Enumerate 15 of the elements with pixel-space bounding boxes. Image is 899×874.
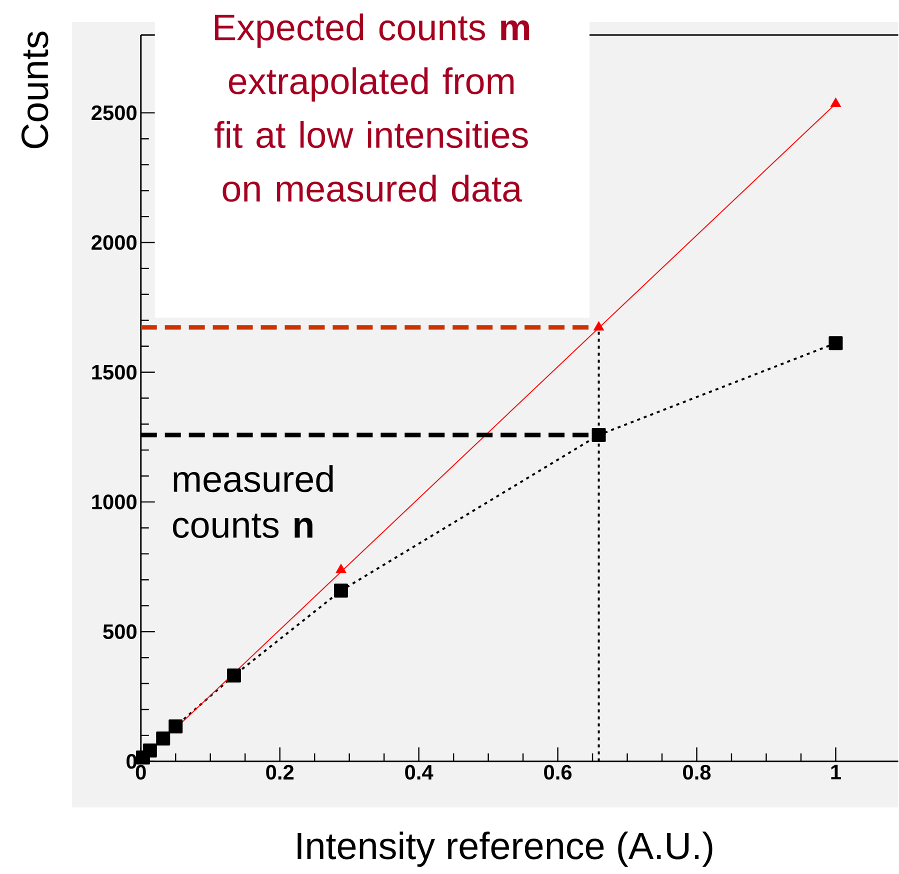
y-tick-label: 2000 [92, 234, 137, 250]
x-tick-label: 0.4 [405, 764, 434, 780]
y-tick-label: 1000 [92, 494, 137, 510]
x-axis-title: Intensity reference (A.U.) [298, 831, 712, 867]
y-tick-label: 2500 [92, 105, 137, 120]
x-tick-label: 0.8 [683, 764, 711, 780]
annotation: Expected counts m extrapolated from fit at low intensities on measured data [214, 13, 530, 202]
x-tick-label: 1 [831, 764, 841, 780]
y-tick-label: 1500 [92, 364, 137, 380]
x-tick-label: 0.6 [544, 764, 572, 780]
x-tick-label: 0.2 [266, 764, 294, 780]
y-axis-title: Counts [21, 32, 48, 148]
y-tick-label: 0 [126, 754, 137, 769]
y-tick-label: 500 [103, 624, 137, 639]
annotation: measured counts n [172, 465, 333, 538]
